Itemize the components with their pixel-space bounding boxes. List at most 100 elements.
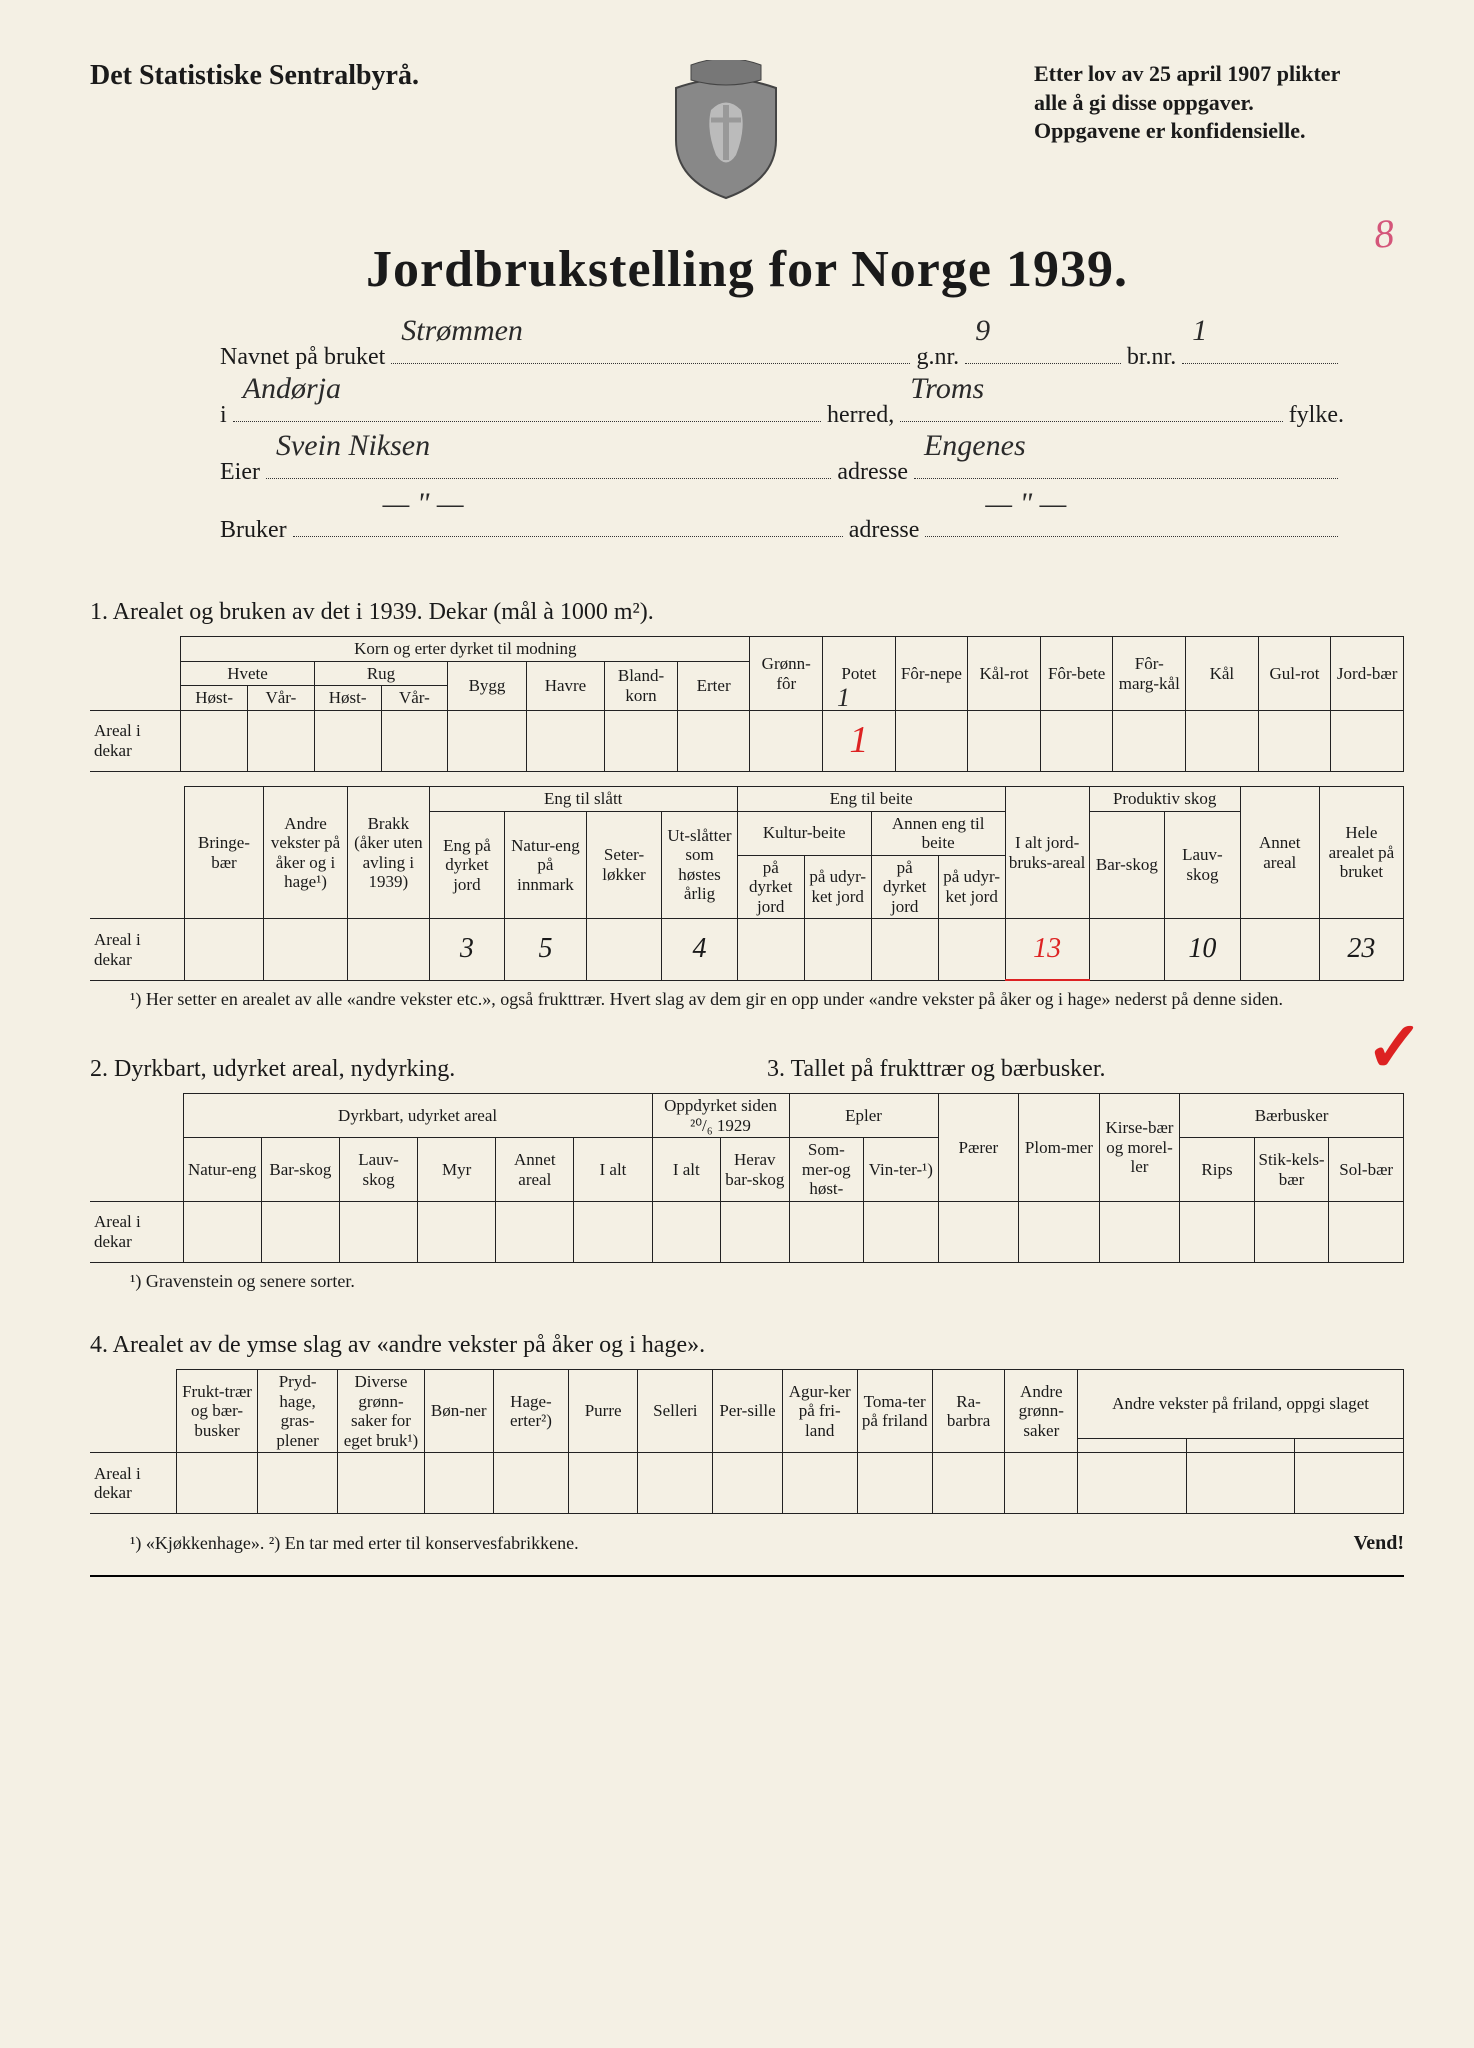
th-stikkels: Stik-kels-bær [1254,1138,1329,1202]
th-gronnfor: Grønn-fôr [750,637,823,711]
th-potet: Potet [823,637,896,711]
th-paerer: Pærer [938,1094,1019,1202]
th-engpa: Eng på dyrket jord [429,811,505,919]
fylke-label: fylke. [1289,387,1344,445]
bruker-label: Bruker [220,502,287,560]
cell-natureng: 5 [505,919,587,981]
brnr-label: br.nr. [1127,329,1176,387]
brnr-value: 1 [1192,295,1207,367]
th-prodskog: Produktiv skog [1089,787,1240,812]
th-paudyrket1: på udyr-ket jord [804,855,871,919]
th-bygg: Bygg [448,661,526,710]
th-natureng: Natur-eng på innmark [505,811,587,919]
law-line-3: Oppgavene er konfidensielle. [1034,117,1404,146]
th-bringebaer: Bringe-bær [184,787,263,919]
th-oppdyrket: Oppdyrket siden ²⁰/₆ 1929 [652,1094,789,1138]
cell-ialt: 13 [1005,919,1089,981]
th-andregronn: Andre grønn-saker [1005,1370,1078,1453]
table-section1b: Bringe-bær Andre vekster på åker og i ha… [90,786,1404,981]
national-crest-icon [666,60,786,200]
law-line-2: alle å gi disse oppgaver. [1034,89,1404,118]
th-purre: Purre [568,1370,637,1453]
th-lauvskog2: Lauv-skog [339,1138,417,1202]
th-padyrket1: på dyrket jord [737,855,804,919]
cell-hele: 23 [1319,919,1403,981]
vend-label: Vend! [1354,1532,1404,1555]
adresse2-value: — " — [985,468,1066,540]
form-header: Navnet på bruket Strømmen g.nr. 9 br.nr.… [220,329,1344,559]
row-label-23: Areal i dekar [90,1202,183,1263]
th-jordbaer: Jord-bær [1331,637,1404,711]
th-bonner: Bøn-ner [424,1370,493,1453]
table-section23: Dyrkbart, udyrket areal Oppdyrket siden … [90,1093,1404,1263]
navnet-value: Strømmen [401,295,523,367]
page-number-mark: 8 [1372,209,1396,258]
section2-title: 2. Dyrkbart, udyrket areal, nydyrking. [90,1056,747,1083]
cell-utslatter: 4 [662,919,738,981]
th-rips: Rips [1180,1138,1255,1202]
th-host2: Høst- [314,686,381,711]
th-dyrkbart: Dyrkbart, udyrket areal [183,1094,652,1138]
th-annet2: Annet areal [496,1138,574,1202]
th-vinter: Vin-ter-¹) [864,1138,939,1202]
th-tomater: Toma-ter på friland [857,1370,932,1453]
th-erter: Erter [677,661,750,710]
th-hvete: Hvete [181,661,315,686]
th-herav: Herav bar-skog [721,1138,790,1202]
adresse2-label: adresse [849,502,920,560]
th-utslatter: Ut-slåtter som høstes årlig [662,811,738,919]
th-kirse: Kirse-bær og morel-ler [1099,1094,1180,1202]
eier-label: Eier [220,444,260,502]
th-pryd: Pryd-hage, gras-plener [257,1370,338,1453]
th-ialt3: I alt [652,1138,721,1202]
footnote-4: ¹) «Kjøkkenhage». ²) En tar med erter ti… [130,1533,579,1554]
th-gulrot: Gul-rot [1258,637,1331,711]
th-barskog2: Bar-skog [261,1138,339,1202]
th-hageerter: Hage-erter²) [493,1370,568,1453]
th-myr: Myr [418,1138,496,1202]
th-epler: Epler [789,1094,938,1138]
footnote-3: ¹) Gravenstein og senere sorter. [130,1271,1404,1292]
th-lauvskog: Lauv-skog [1165,811,1241,919]
th-frukt: Frukt-trær og bær-busker [177,1370,258,1453]
th-var1: Vår- [248,686,315,711]
th-diverse: Diverse grønn-saker for eget bruk¹) [338,1370,424,1453]
th-annet: Annet areal [1240,787,1319,919]
th-korn: Korn og erter dyrket til modning [181,637,750,662]
th-kalrot: Kål-rot [968,637,1041,711]
th-persille: Per-sille [713,1370,782,1453]
adresse-label: adresse [837,444,908,502]
row-label-4: Areal i dekar [90,1453,177,1514]
th-kultur: Kultur-beite [737,811,871,855]
table-section4: Frukt-trær og bær-busker Pryd-hage, gras… [90,1369,1404,1514]
th-solbaer: Sol-bær [1329,1138,1404,1202]
th-kal: Kål [1186,637,1259,711]
th-forbete: Fôr-bete [1040,637,1113,711]
bruker-value: — " — [383,468,464,540]
table-section1a: Korn og erter dyrket til modning Grønn-f… [90,636,1404,772]
th-baerbusker: Bærbusker [1180,1094,1404,1138]
section1-title: 1. Arealet og bruken av det i 1939. Deka… [90,599,1404,626]
th-rug: Rug [314,661,448,686]
footnote-1b: ¹) Her setter en arealet av alle «andre … [130,989,1404,1010]
th-agurker: Agur-ker på fri-land [782,1370,857,1453]
red-checkmark-icon: ✓ [1365,1006,1424,1089]
th-selleri: Selleri [638,1370,713,1453]
th-ialt2: I alt [574,1138,652,1202]
th-annen: Annen eng til beite [871,811,1005,855]
th-formargkal: Fôr-marg-kål [1113,637,1186,711]
th-brakk: Brakk (åker uten avling i 1939) [348,787,430,919]
th-blandkorn: Bland-korn [605,661,678,710]
th-paudyrket2: på udyr-ket jord [938,855,1005,919]
th-andre: Andre vekster på åker og i hage¹) [264,787,348,919]
th-sommer: Som-mer-og høst- [789,1138,864,1202]
th-padyrket2: på dyrket jord [871,855,938,919]
th-seter: Seter-løkker [586,811,662,919]
cell-engpa: 3 [429,919,505,981]
law-line-1: Etter lov av 25 april 1907 plikter [1034,60,1404,89]
org-name: Det Statistiske Sentralbyrå. [90,60,419,92]
th-engslaat: Eng til slått [429,787,737,812]
th-andrefriland: Andre vekster på friland, oppgi slaget [1078,1370,1404,1439]
i-label: i [220,387,227,445]
th-hele: Hele arealet på bruket [1319,787,1403,919]
